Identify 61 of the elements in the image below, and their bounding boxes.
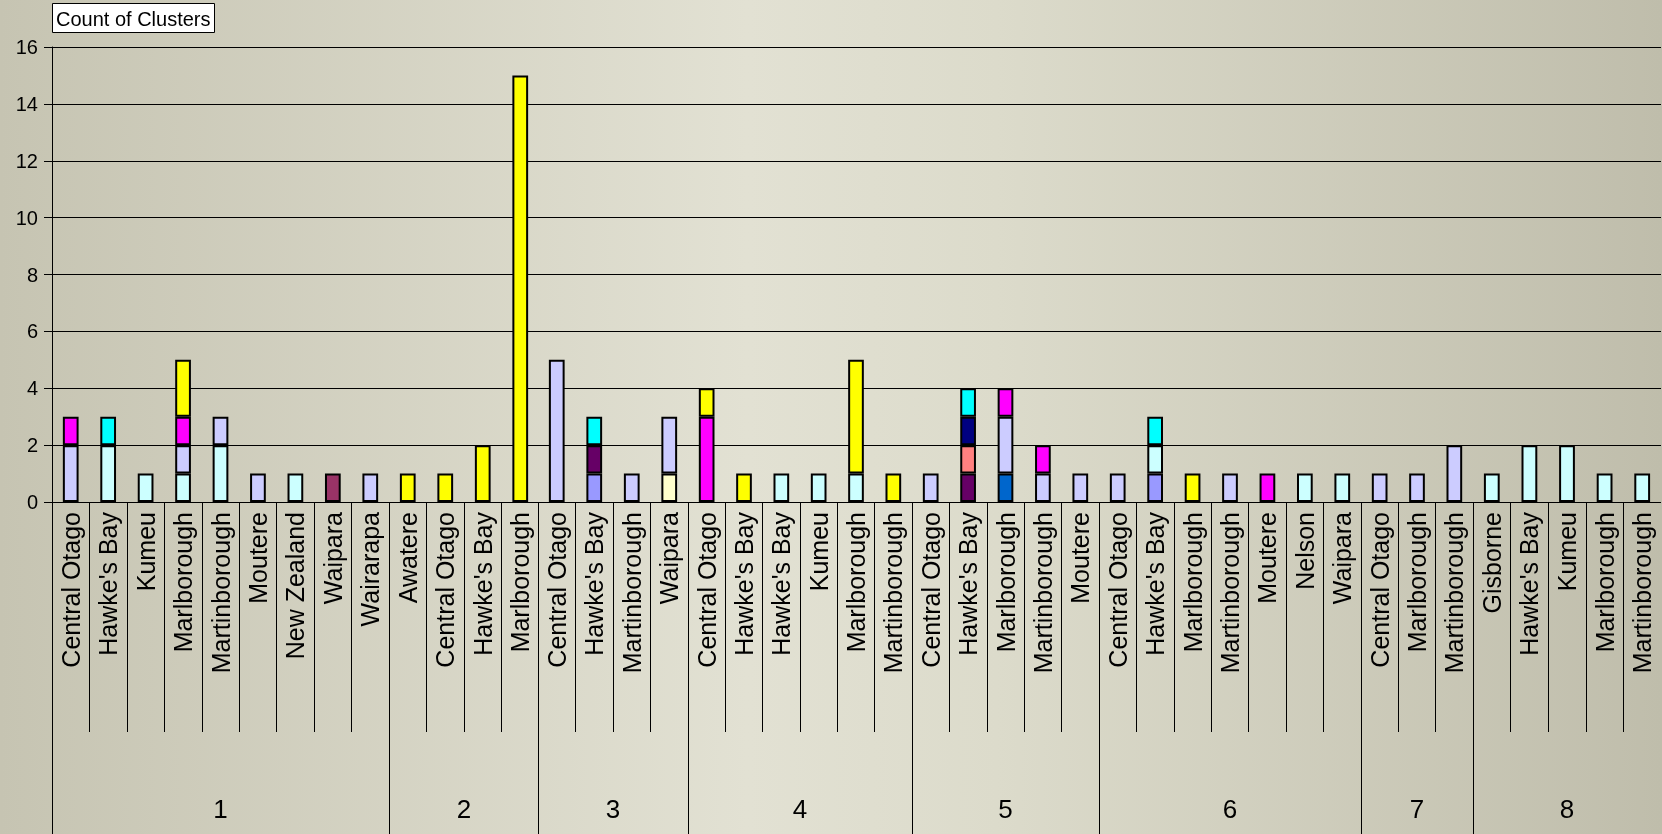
x-tick-label: Martinborough bbox=[1440, 512, 1469, 674]
x-tick-label: Hawke's Bay bbox=[468, 511, 497, 656]
x-tick-label: Central Otago bbox=[692, 512, 721, 668]
x-tick-label: Martinborough bbox=[617, 512, 646, 674]
y-tick-label: 10 bbox=[15, 206, 38, 229]
x-tick-label: Waipara bbox=[1328, 511, 1357, 605]
x-tick-label: Awatere bbox=[393, 512, 422, 604]
x-tick-label: Moutere bbox=[1066, 512, 1095, 604]
x-tick-label: Central Otago bbox=[56, 512, 85, 668]
chart-title: Count of Clusters bbox=[56, 8, 211, 30]
y-tick-label: 16 bbox=[15, 36, 38, 58]
x-axis-title: 6 bbox=[1222, 794, 1238, 824]
x-tick-label: Marlborough bbox=[1402, 512, 1431, 653]
x-tick-label: Central Otago bbox=[916, 512, 945, 668]
x-axis-title: 2 bbox=[456, 794, 471, 824]
x-tick-label: Kumeu bbox=[131, 512, 160, 592]
x-axis-title: 1 bbox=[213, 794, 228, 824]
x-tick-label: Gisborne bbox=[1477, 512, 1506, 614]
x-tick-label: Martinborough bbox=[206, 512, 235, 674]
x-tick-label: Hawke's Bay bbox=[94, 511, 123, 656]
x-tick-label: Marlborough bbox=[505, 512, 534, 653]
x-tick-label: Hawke's Bay bbox=[767, 511, 796, 656]
x-tick-label: Marlborough bbox=[169, 512, 198, 653]
y-tick-label: 6 bbox=[26, 320, 38, 343]
x-tick-label: Hawke's Bay bbox=[954, 511, 983, 656]
x-axis-title: 8 bbox=[1559, 794, 1575, 824]
x-tick-label: New Zealand bbox=[281, 512, 310, 660]
y-tick-label: 0 bbox=[26, 491, 38, 513]
x-tick-label: Moutere bbox=[1253, 512, 1282, 604]
x-tick-label: Martinborough bbox=[879, 512, 908, 674]
x-tick-label: Wairarapa bbox=[356, 511, 385, 627]
x-tick-label: Marlborough bbox=[1590, 512, 1619, 653]
x-tick-label: Hawke's Bay bbox=[580, 511, 609, 656]
x-axis-title: 7 bbox=[1409, 794, 1425, 824]
x-tick-label: Central Otago bbox=[1103, 512, 1132, 668]
x-tick-label: Marlborough bbox=[1178, 512, 1207, 653]
x-axis-title: 5 bbox=[998, 794, 1013, 824]
y-tick-label: 2 bbox=[26, 434, 38, 457]
x-tick-label: Waipara bbox=[655, 511, 684, 605]
x-axis-title: 3 bbox=[605, 794, 621, 824]
x-tick-label: Hawke's Bay bbox=[1141, 511, 1170, 656]
x-tick-label: Martinborough bbox=[1216, 512, 1245, 674]
y-tick-label: 4 bbox=[26, 377, 38, 400]
x-tick-label: Central Otago bbox=[1365, 512, 1394, 668]
x-tick-label: Marlborough bbox=[841, 512, 870, 653]
x-tick-label: Hawke's Bay bbox=[1515, 511, 1544, 656]
x-tick-label: Central Otago bbox=[430, 512, 459, 668]
y-tick-label: 8 bbox=[26, 263, 38, 286]
x-tick-label: Hawke's Bay bbox=[729, 511, 758, 656]
x-tick-label: Martinborough bbox=[1028, 512, 1057, 674]
y-tick-label: 12 bbox=[15, 149, 38, 172]
x-tick-label: Kumeu bbox=[804, 512, 833, 592]
x-axis-title: 4 bbox=[792, 794, 807, 824]
x-tick-label: Marlborough bbox=[991, 512, 1020, 653]
x-tick-label: Moutere bbox=[243, 512, 272, 604]
x-tick-label: Central Otago bbox=[542, 512, 571, 668]
x-tick-label: Waipara bbox=[318, 511, 347, 605]
x-tick-label: Kumeu bbox=[1553, 512, 1582, 592]
y-tick-label: 14 bbox=[15, 92, 38, 115]
x-tick-label: Martinborough bbox=[1628, 512, 1657, 674]
x-tick-label: Nelson bbox=[1290, 512, 1319, 590]
